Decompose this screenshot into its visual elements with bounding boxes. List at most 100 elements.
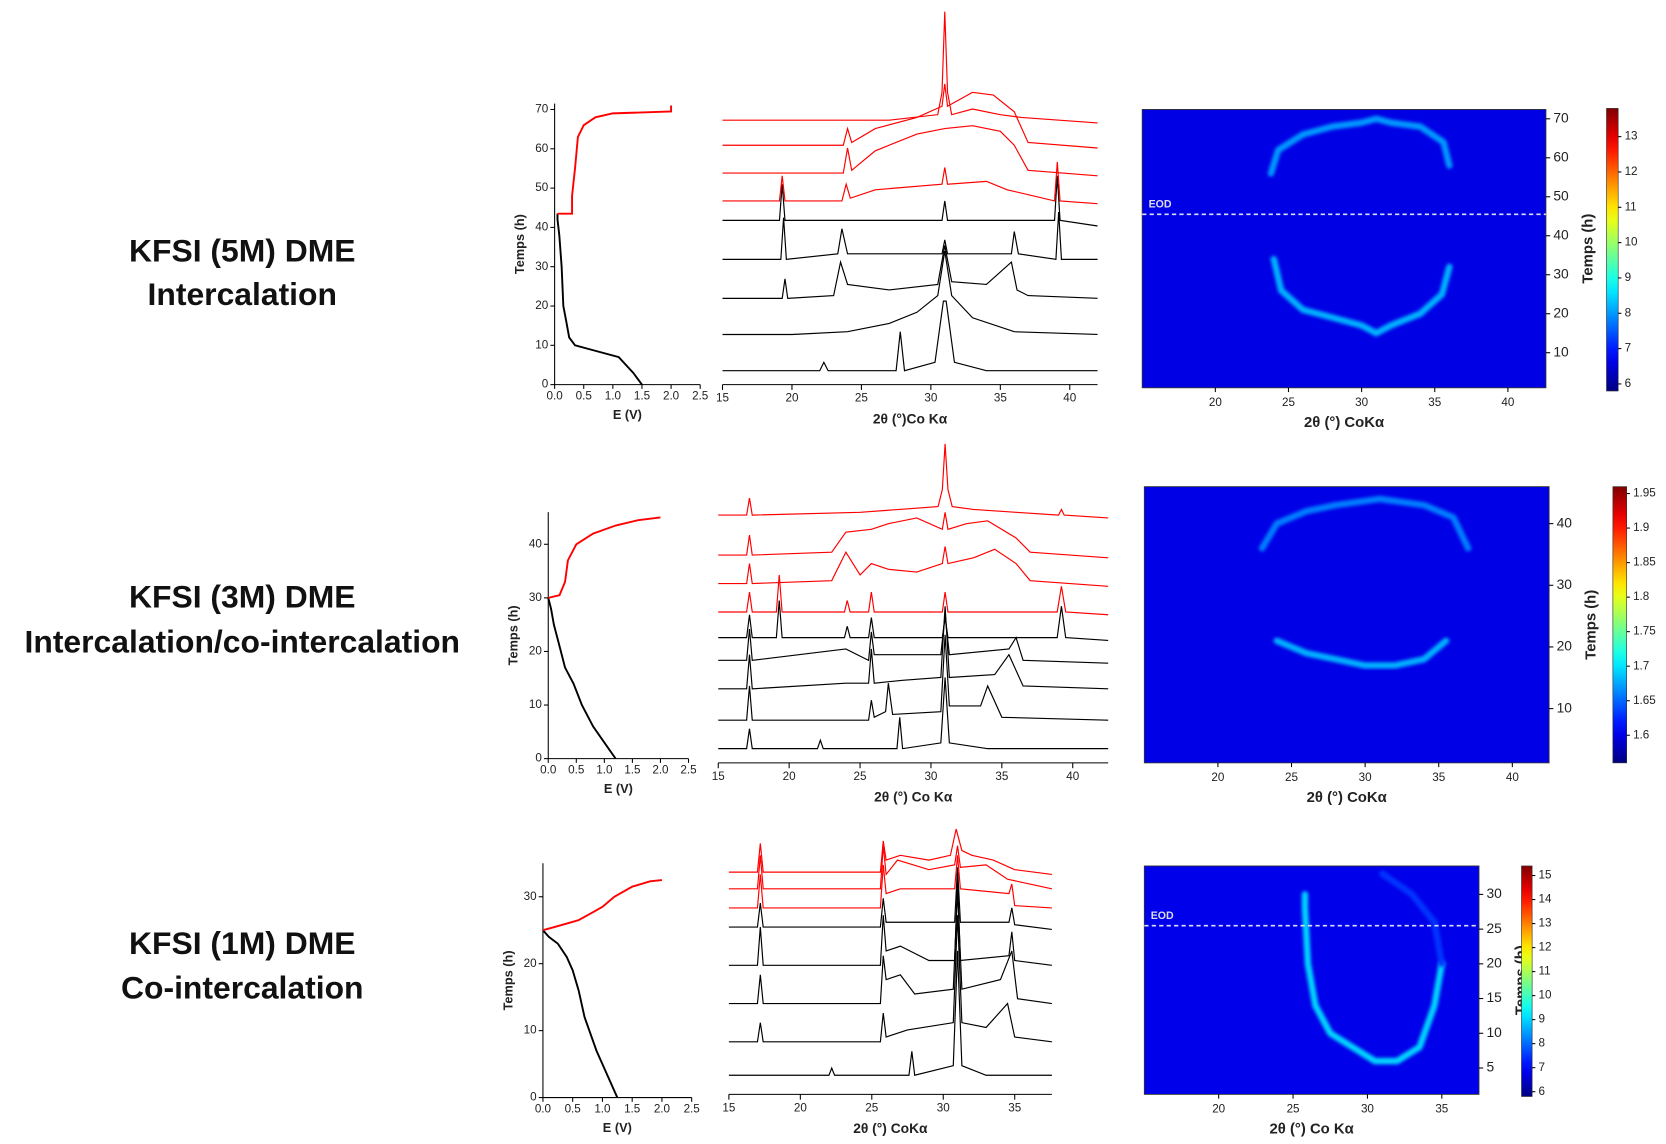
pattern [718, 677, 1109, 750]
pattern [728, 915, 1052, 1043]
pattern [718, 614, 1109, 664]
x-tick-label: 0.0 [547, 389, 564, 402]
y-tick-label: 10 [1486, 1024, 1502, 1040]
pattern [718, 512, 1109, 559]
pattern [728, 828, 1052, 876]
y-tick-label: 40 [1553, 226, 1569, 242]
colorbar-tick-label: 1.65 [1633, 694, 1656, 707]
pattern [722, 175, 1098, 227]
x-tick-label: 40 [1066, 770, 1079, 783]
x-tick-label: 0.5 [565, 1102, 581, 1115]
pattern [728, 891, 1052, 1005]
x-tick-label: 20 [1212, 1102, 1225, 1115]
x-tick-label: 1.0 [605, 389, 622, 402]
x-axis-title: 2θ (°) CoKα [853, 1120, 928, 1136]
x-tick-label: 25 [855, 392, 868, 405]
colorbar-tick-label: 1.8 [1633, 590, 1649, 603]
x-tick-label: 35 [1435, 1102, 1448, 1115]
y-tick-label: 15 [1486, 989, 1502, 1005]
x-tick-label: 0.5 [568, 763, 584, 776]
x-tick-label: 40 [1506, 771, 1519, 784]
y-tick-label: 20 [535, 299, 548, 312]
x-tick-label: 25 [854, 770, 867, 783]
y-tick-label: 30 [1553, 265, 1569, 281]
colorbar-tick-label: 13 [1539, 917, 1552, 930]
x-axis-title: 2θ (°) Co Kα [1270, 1121, 1354, 1137]
colorbar-tick-label: 15 [1539, 869, 1552, 882]
line [548, 516, 661, 599]
colorbar-tick-label: 7 [1625, 342, 1632, 355]
pattern [722, 125, 1098, 177]
x-tick-label: 30 [1355, 396, 1368, 409]
colorbar-tick-label: 1.6 [1633, 728, 1649, 741]
colorbar-tick-label: 10 [1539, 989, 1552, 1002]
pattern [728, 950, 1052, 1076]
row-title: KFSI (1M) DME [129, 925, 356, 961]
x-tick-label: 1.0 [596, 763, 613, 776]
row-subtitle: Co-intercalation [121, 970, 364, 1006]
pattern [728, 845, 1052, 890]
x-tick-label: 35 [994, 392, 1007, 405]
heatmap-traces [1200, 109, 1498, 388]
line [547, 597, 617, 760]
pattern [718, 606, 1109, 690]
y-tick-label: 10 [1557, 699, 1573, 715]
x-axis-title: 2θ (°)Co Kα [873, 410, 948, 426]
x-axis-title: 2θ (°) Co Kα [874, 789, 953, 805]
y-tick-label: 30 [529, 591, 542, 604]
eod-label: EOD [1151, 910, 1174, 922]
y-tick-label: 20 [1557, 638, 1573, 654]
y-tick-label: 0 [530, 1091, 537, 1104]
x-axis-title: E (V) [603, 1120, 632, 1135]
x-tick-label: 1.5 [624, 1102, 640, 1115]
pattern [722, 300, 1098, 372]
x-axis-title: 2θ (°) CoKα [1307, 790, 1387, 806]
y-tick-label: 20 [529, 645, 542, 658]
x-axis-title: E (V) [604, 781, 633, 796]
pattern [718, 546, 1109, 587]
eod-label: EOD [1149, 199, 1172, 211]
x-tick-label: 30 [1361, 1102, 1374, 1115]
x-tick-label: 2.5 [684, 1102, 700, 1115]
x-tick-label: 20 [1209, 396, 1222, 409]
x-tick-label: 30 [924, 770, 937, 783]
colorbar-tick-label: 1.9 [1633, 521, 1649, 534]
row-subtitle: Intercalation/co-intercalation [25, 623, 461, 659]
x-tick-label: 15 [722, 1101, 735, 1114]
pattern [722, 161, 1098, 205]
x-tick-label: 2.5 [680, 763, 696, 776]
y-tick-label: 70 [1553, 109, 1569, 125]
x-tick-label: 35 [1428, 396, 1441, 409]
heatmap-background [1142, 109, 1546, 388]
x-tick-label: 0.0 [535, 1102, 552, 1115]
y-tick-label: 20 [1553, 304, 1569, 320]
pattern [722, 11, 1098, 124]
x-tick-label: 2.0 [652, 763, 669, 776]
x-tick-label: 35 [1008, 1101, 1021, 1114]
colorbar-tick-label: 1.75 [1633, 625, 1656, 638]
x-tick-label: 30 [1359, 771, 1372, 784]
colorbar-tick-label: 11 [1539, 965, 1551, 978]
x-tick-label: 25 [1282, 396, 1295, 409]
intensity-trace [1258, 495, 1472, 552]
x-tick-label: 1.5 [624, 763, 640, 776]
x-tick-label: 25 [865, 1101, 878, 1114]
colorbar-tick-label: 1.7 [1633, 659, 1649, 672]
y-tick-label: 5 [1486, 1059, 1494, 1075]
plot-frame [1143, 486, 1550, 764]
colorbar-tick-label: 1.85 [1633, 556, 1656, 569]
pattern [722, 83, 1098, 149]
pattern [728, 879, 1052, 966]
x-tick-label: 40 [1063, 392, 1076, 405]
y-tick-label: 0 [535, 752, 542, 765]
line [557, 105, 673, 215]
x-axis-title: 2θ (°) CoKα [1304, 415, 1384, 431]
colorbar-tick-label: 9 [1539, 1013, 1546, 1026]
pattern [722, 250, 1098, 336]
colorbar-tick-label: 12 [1539, 941, 1552, 954]
colorbar [1612, 486, 1628, 764]
plot-frame [1143, 865, 1480, 1095]
intensity-trace [1379, 870, 1445, 967]
y-tick-label: 10 [1553, 343, 1569, 359]
pattern [718, 443, 1109, 519]
